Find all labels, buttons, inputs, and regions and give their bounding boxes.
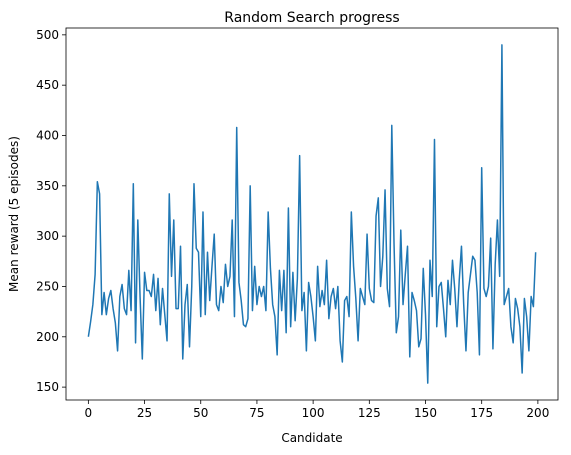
x-tick-label: 50 [193,406,208,420]
x-tick-label: 125 [358,406,381,420]
x-tick-label: 175 [470,406,493,420]
y-tick-label: 300 [36,229,59,243]
y-tick-label: 200 [36,330,59,344]
y-tick-label: 250 [36,279,59,293]
x-tick-label: 25 [137,406,152,420]
x-tick-label: 150 [414,406,437,420]
y-tick-label: 400 [36,128,59,142]
chart-title: Random Search progress [224,10,399,26]
y-axis-label: Mean reward (5 episodes) [7,136,21,292]
x-axis-label: Candidate [281,431,342,445]
y-tick-label: 350 [36,179,59,193]
x-tick-label: 200 [526,406,549,420]
x-tick-label: 0 [85,406,93,420]
plot-frame [65,27,559,401]
y-tick-label: 150 [36,380,59,394]
x-tick-label: 100 [302,406,325,420]
data-line [87,44,537,384]
y-tick-label: 450 [36,78,59,92]
x-tick-label: 75 [249,406,264,420]
y-tick-label: 500 [36,28,59,42]
